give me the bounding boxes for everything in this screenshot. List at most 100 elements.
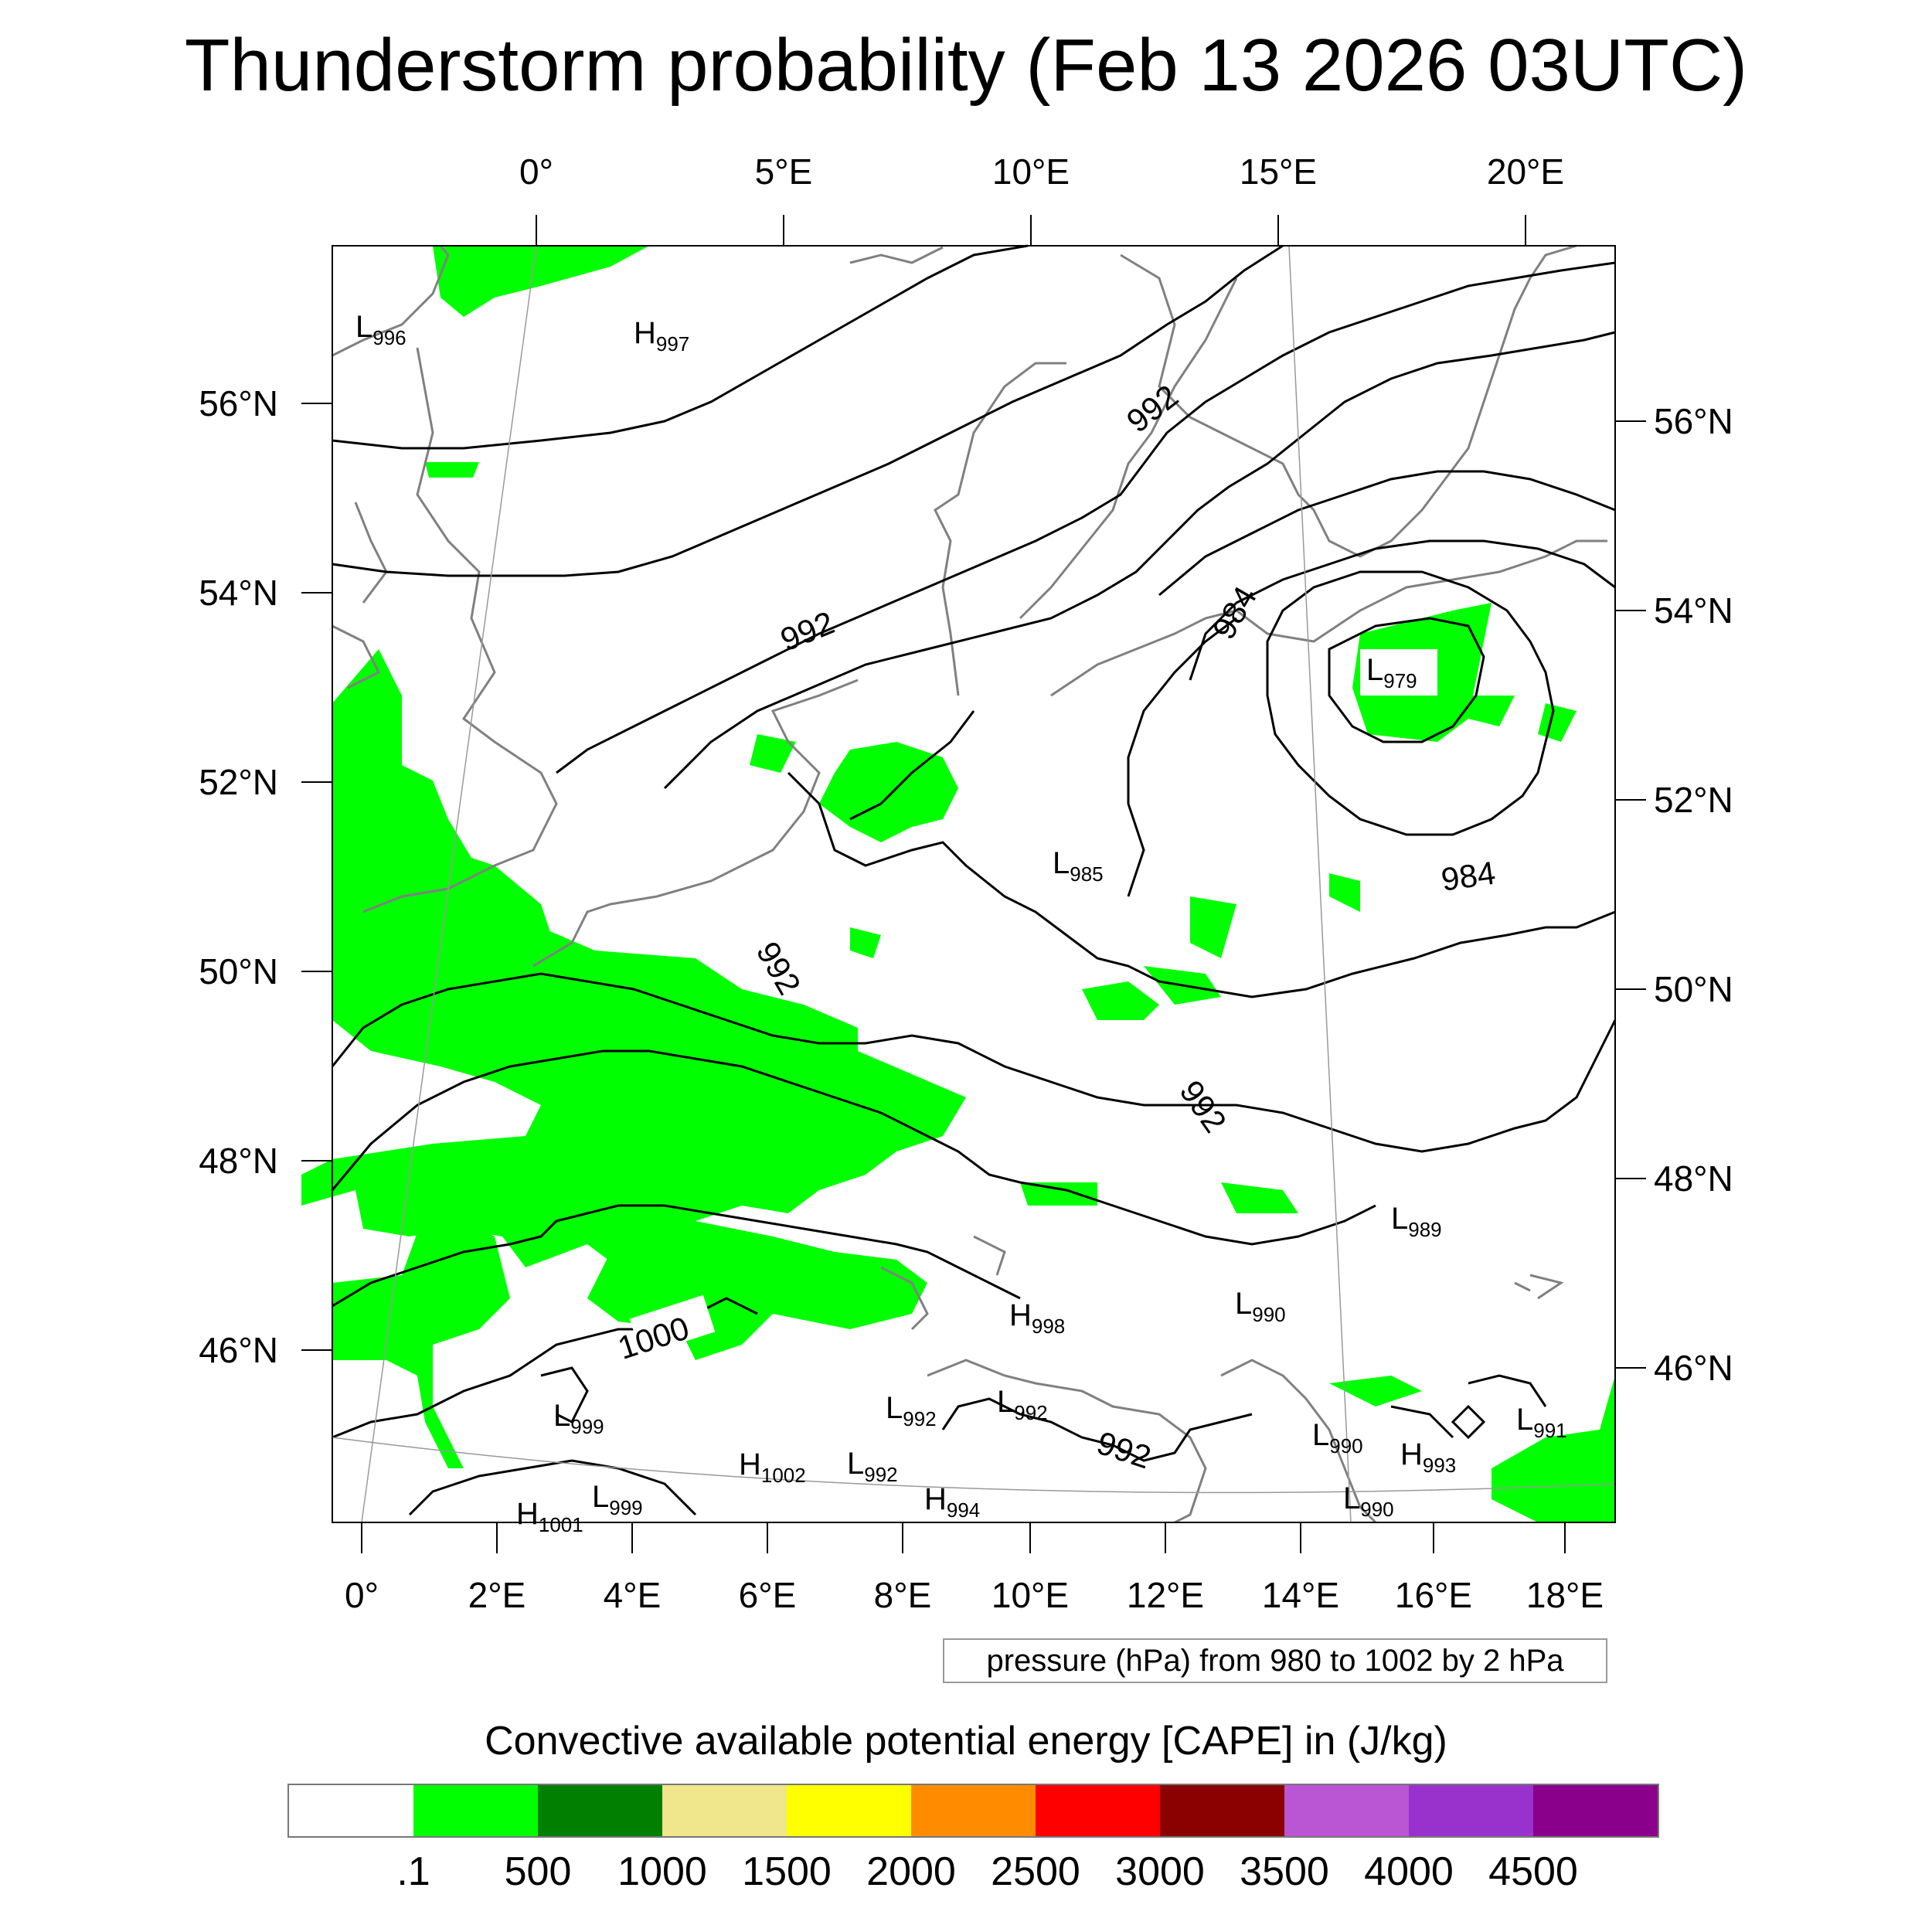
coastlines: [332, 244, 1607, 1524]
cape-area-balkans: [1492, 1376, 1615, 1522]
isobars: [331, 244, 1617, 1516]
coast-wales: [332, 624, 381, 689]
pressure-center: L992: [997, 1385, 1048, 1424]
pressure-center: H993: [1400, 1437, 1456, 1477]
cape-area-channel: [301, 889, 966, 1267]
pressure-center: L990: [1312, 1418, 1363, 1458]
pressure-center: L999: [592, 1480, 643, 1519]
cape-area-france-south: [332, 1190, 510, 1468]
cape-fill-areas: [301, 246, 1615, 1522]
pressure-center: H994: [924, 1482, 980, 1522]
colorbar-tick-label: 1000: [617, 1849, 707, 1894]
cape-area-poland: [1190, 896, 1236, 958]
cape-area-germany-west: [819, 742, 958, 842]
right-lat-label: 54°N: [1654, 590, 1733, 631]
isobar-986-loop: [787, 771, 1616, 998]
isobar-984-south: [1127, 617, 1237, 897]
bottom-longitude-labels: 0° 2°E 4°E 6°E 8°E 10°E 12°E 14°E 16°E 1…: [345, 1575, 1604, 1615]
cape-area-germany-south: [1082, 981, 1159, 1020]
cape-area-north-sea: [433, 246, 649, 317]
svg-text:H1002: H1002: [739, 1447, 806, 1487]
coast-sweden: [1120, 244, 1577, 558]
colorbar-tick-label: 500: [504, 1849, 572, 1894]
bottom-lon-label: 0°: [345, 1575, 379, 1615]
svg-text:L990: L990: [1312, 1418, 1363, 1458]
coast-ireland-sea: [354, 502, 388, 604]
bottom-lon-label: 2°E: [468, 1575, 526, 1615]
isobar-994: [332, 244, 1284, 577]
parallel-45n: [332, 1437, 1616, 1494]
svg-text:H993: H993: [1400, 1437, 1456, 1477]
left-lat-label: 50°N: [199, 951, 278, 992]
svg-text:L996: L996: [355, 310, 406, 349]
coast-norway: [849, 246, 944, 264]
isobar-south-alps: [941, 1397, 1253, 1462]
right-lat-label: 48°N: [1654, 1158, 1733, 1199]
svg-text:L992: L992: [886, 1391, 937, 1430]
pressure-center: L990: [1343, 1481, 1394, 1521]
coast-adriatic: [1220, 1359, 1377, 1524]
isobar-small-loops: [540, 1366, 1486, 1440]
cape-area-hungary: [1329, 873, 1360, 912]
isobar-988-south: [849, 710, 975, 821]
svg-text:H998: H998: [1009, 1298, 1065, 1338]
contour-info-box: pressure (hPa) from 980 to 1002 by 2 hPa: [943, 1638, 1607, 1683]
bottom-lon-label: 4°E: [604, 1575, 662, 1615]
svg-text:H997: H997: [634, 316, 689, 355]
top-lon-label: 10°E: [992, 151, 1070, 192]
meridian-15e: [1288, 245, 1352, 1523]
cape-area-england-west: [332, 649, 556, 966]
colorbar-tick-label: 3000: [1115, 1849, 1205, 1894]
isobar-988: [1158, 470, 1616, 597]
contour-label: 984: [1439, 854, 1498, 897]
coast-england-east: [362, 347, 558, 913]
map-title: Thunderstorm probability (Feb 13 2026 03…: [184, 24, 1748, 107]
cape-area-lithuania: [1538, 703, 1577, 742]
pressure-center: L996: [355, 310, 406, 349]
contour-label: 992: [1173, 1074, 1234, 1139]
colorbar-swatch: [787, 1785, 911, 1836]
coast-italy-north: [927, 1359, 1207, 1524]
pressure-center: L985: [1053, 846, 1104, 886]
svg-text:L991: L991: [1516, 1403, 1567, 1442]
pressure-center: L990: [1235, 1287, 1286, 1326]
isobar-992-middle: [331, 972, 1617, 1153]
colorbar-swatch: [1160, 1785, 1284, 1836]
colorbar-swatch: [413, 1785, 538, 1836]
right-lat-label: 56°N: [1654, 401, 1733, 441]
isobar-992-north: [556, 261, 1616, 774]
colorbar-swatch: [662, 1785, 787, 1836]
cape-area-uk-small: [425, 462, 479, 478]
isobar-996-middle: [331, 1049, 1376, 1246]
map-frame: [332, 245, 1616, 1523]
right-lat-label: 52°N: [1654, 780, 1733, 820]
coast-baltic-south: [1050, 539, 1607, 697]
coast-denmark-west: [934, 362, 1066, 696]
tick-marks: [301, 215, 1646, 1553]
colorbar-tick-label: 1500: [742, 1849, 832, 1894]
colorbar-swatch: [289, 1785, 413, 1836]
colorbar-tick-label: 4500: [1488, 1849, 1578, 1894]
cape-area-poland-east: [1468, 696, 1515, 726]
cape-area-austria: [1020, 1182, 1097, 1206]
colorbar-swatch: [538, 1785, 662, 1836]
pressure-center: L989: [1391, 1202, 1442, 1241]
top-lon-label: 0°: [519, 151, 553, 192]
svg-text:L990: L990: [1343, 1481, 1394, 1521]
top-lon-label: 15°E: [1240, 151, 1317, 192]
colorbar-title: Convective available potential energy [C…: [485, 1719, 1447, 1764]
pressure-center: H998: [1009, 1298, 1065, 1338]
isobar-balkans: [1390, 1374, 1547, 1439]
bottom-lon-label: 10°E: [992, 1575, 1069, 1615]
isobar-986: [1189, 539, 1616, 681]
colorbar-swatch: [1409, 1785, 1533, 1836]
coast-denmark-east: [1019, 277, 1238, 620]
coast-lakes: [880, 1235, 1006, 1331]
coast-france-north: [532, 679, 859, 968]
coast-baltic-islands: [1514, 1274, 1564, 1300]
svg-text:H994: H994: [924, 1482, 980, 1522]
svg-text:L985: L985: [1053, 846, 1104, 886]
cape-area-germany-centre: [850, 927, 881, 958]
svg-text:L979: L979: [1366, 653, 1417, 692]
